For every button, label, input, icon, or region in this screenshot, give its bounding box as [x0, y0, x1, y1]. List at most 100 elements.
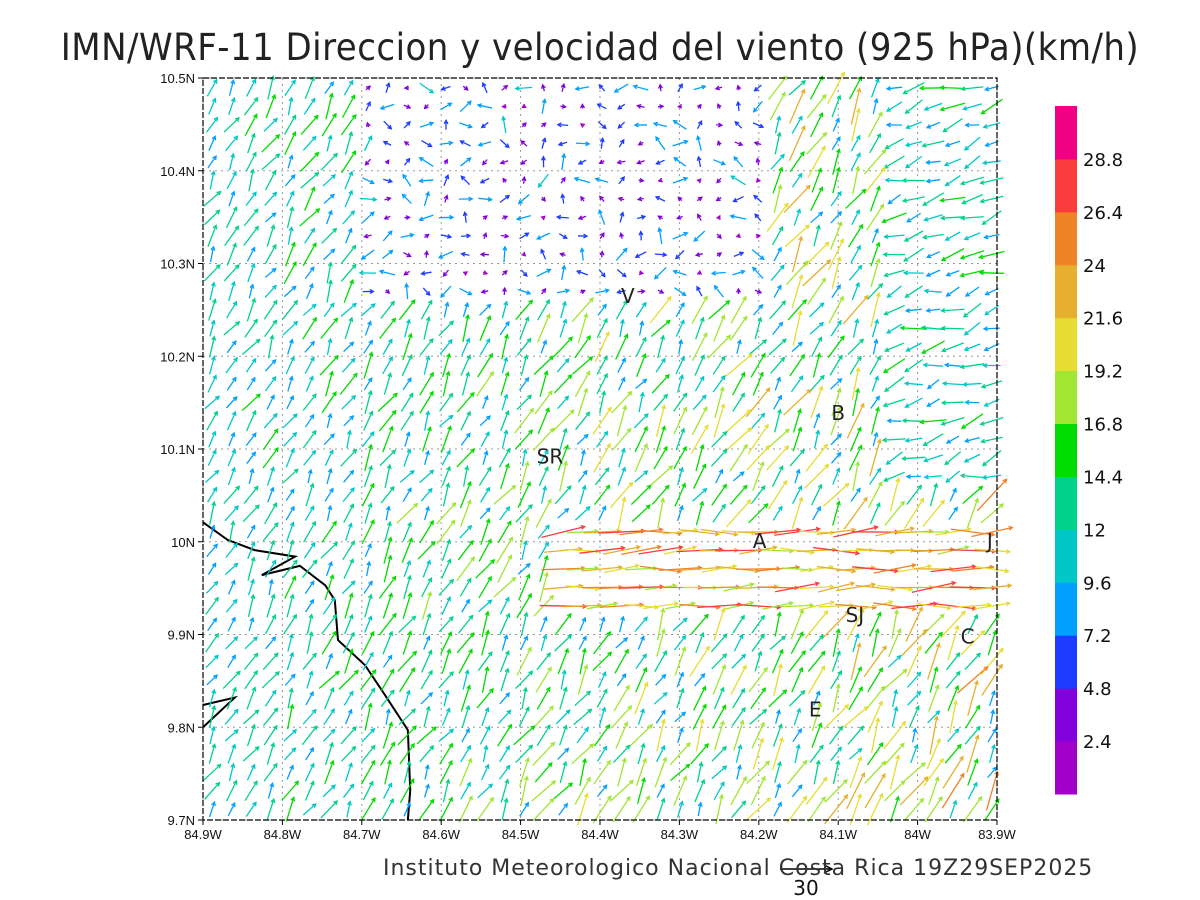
wind-vector [497, 723, 513, 747]
wind-vector [419, 337, 434, 356]
wind-vector [773, 801, 782, 817]
wind-vector [283, 114, 297, 135]
wind-vector [385, 289, 391, 295]
wind-vector [284, 131, 297, 156]
wind-vector [440, 285, 452, 298]
wind-vector [751, 614, 765, 634]
reference-vector-label: 30 [793, 876, 818, 900]
wind-vector [459, 757, 473, 787]
city-label: B [831, 401, 845, 425]
wind-vector [774, 782, 782, 799]
wind-vector [579, 123, 586, 128]
wind-vector [696, 761, 704, 783]
x-tick-label: 84.4W [581, 827, 619, 842]
wind-vector [949, 487, 957, 502]
wind-vector [574, 690, 592, 707]
wind-vector [322, 728, 336, 742]
wind-vector [752, 303, 764, 316]
wind-vector [638, 320, 645, 336]
wind-vector [302, 135, 317, 151]
wind-vector [850, 134, 861, 152]
wind-vector [613, 684, 630, 712]
wind-vector [978, 250, 1005, 260]
wind-vector [654, 196, 666, 202]
wind-vector [304, 413, 315, 428]
wind-vector [729, 214, 747, 220]
city-label: SR [537, 444, 564, 468]
wind-vector [245, 357, 257, 373]
wind-vector [534, 761, 553, 783]
wind-vector [696, 178, 702, 184]
x-tick-label: 84.3W [661, 827, 699, 842]
city-label: C [961, 624, 975, 648]
wind-vector [281, 468, 299, 485]
wind-vector [536, 724, 551, 747]
wind-vector [651, 484, 670, 505]
wind-vector [847, 725, 865, 745]
wind-vector [638, 230, 644, 241]
wind-vector [262, 707, 279, 727]
wind-vector [403, 559, 412, 578]
wind-vector [980, 436, 1003, 444]
wind-vector [989, 743, 996, 764]
wind-vector [732, 371, 746, 396]
wind-vector [553, 336, 574, 358]
wind-vector [962, 795, 983, 823]
wind-vector [384, 196, 392, 202]
wind-vector [204, 781, 221, 800]
wind-vector [798, 600, 836, 611]
wind-vector [852, 387, 861, 417]
wind-vector [515, 299, 534, 321]
wind-vector [303, 520, 317, 543]
wind-vector [848, 223, 864, 248]
wind-vector [619, 527, 664, 536]
wind-vector [536, 268, 552, 278]
wind-vector [711, 653, 728, 670]
wind-vector [940, 342, 964, 353]
wind-vector [609, 779, 634, 802]
wind-vector [207, 562, 217, 575]
wind-vector [227, 466, 236, 486]
wind-vector [206, 78, 218, 97]
wind-vector [438, 320, 455, 337]
wind-vector [419, 121, 435, 128]
wind-vector [502, 177, 508, 183]
wind-vector [630, 484, 652, 506]
wind-vector [637, 635, 645, 650]
wind-vector [855, 584, 896, 592]
wind-vector [924, 795, 943, 823]
wind-vector [305, 598, 315, 613]
wind-vector [711, 745, 727, 762]
wind-vector [848, 747, 863, 760]
wind-vector [871, 716, 881, 753]
wind-vector [655, 709, 666, 724]
wind-vector [344, 316, 354, 340]
wind-vector [514, 407, 535, 434]
wind-vector [324, 741, 334, 766]
wind-vector [378, 409, 397, 432]
wind-vector [344, 762, 353, 782]
wind-vector [716, 177, 722, 184]
wind-vector [959, 176, 984, 186]
wind-vector [636, 159, 645, 165]
wind-vector [440, 630, 453, 655]
wind-vector [521, 103, 527, 109]
wind-vector [739, 545, 778, 555]
wind-vector [265, 614, 277, 635]
wind-vector [463, 465, 470, 487]
wind-vector [365, 85, 372, 91]
wind-vector [283, 728, 298, 742]
wind-vector [537, 313, 551, 343]
wind-vector [676, 800, 684, 818]
wind-vector [896, 564, 933, 573]
wind-vector [559, 427, 568, 451]
wind-vector [306, 670, 314, 689]
wind-vector [501, 356, 509, 374]
wind-vector [540, 122, 547, 128]
wind-vector [848, 444, 863, 471]
wind-vector [806, 131, 828, 155]
wind-vector [940, 308, 965, 314]
wind-vector [713, 686, 725, 710]
wind-vector [404, 215, 411, 221]
wind-vector [582, 564, 624, 572]
